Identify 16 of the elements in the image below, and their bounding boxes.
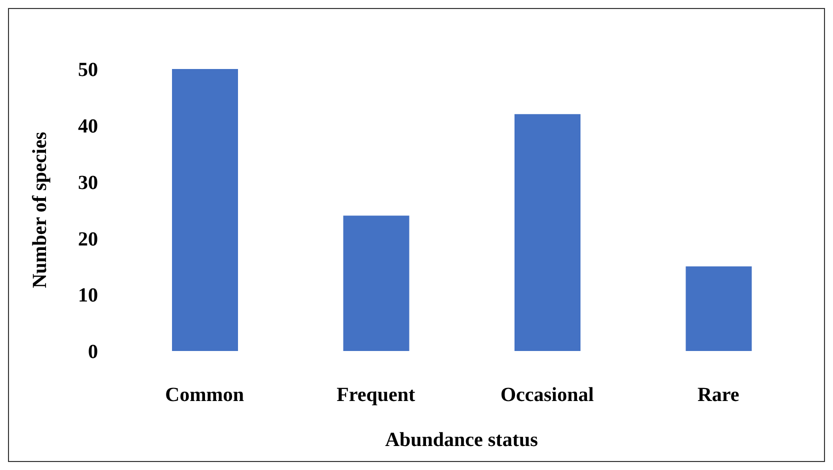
bar bbox=[172, 69, 238, 351]
y-tick-label: 0 bbox=[88, 341, 98, 364]
bar bbox=[343, 216, 410, 351]
x-tick-label: Frequent bbox=[336, 384, 416, 406]
y-tick-label: 20 bbox=[78, 228, 98, 250]
y-axis-title: Number of species bbox=[29, 132, 52, 288]
y-tick-label: 10 bbox=[78, 284, 98, 307]
x-tick-label: Occasional bbox=[500, 384, 594, 406]
x-tick-label: Rare bbox=[697, 384, 740, 406]
bar bbox=[686, 266, 752, 351]
y-tick-label: 40 bbox=[78, 116, 98, 138]
x-axis-title: Abundance status bbox=[385, 429, 538, 451]
bar bbox=[514, 114, 580, 351]
y-tick-label: 50 bbox=[78, 59, 98, 82]
x-tick-label: Common bbox=[165, 384, 244, 406]
y-tick-label: 30 bbox=[78, 172, 98, 194]
